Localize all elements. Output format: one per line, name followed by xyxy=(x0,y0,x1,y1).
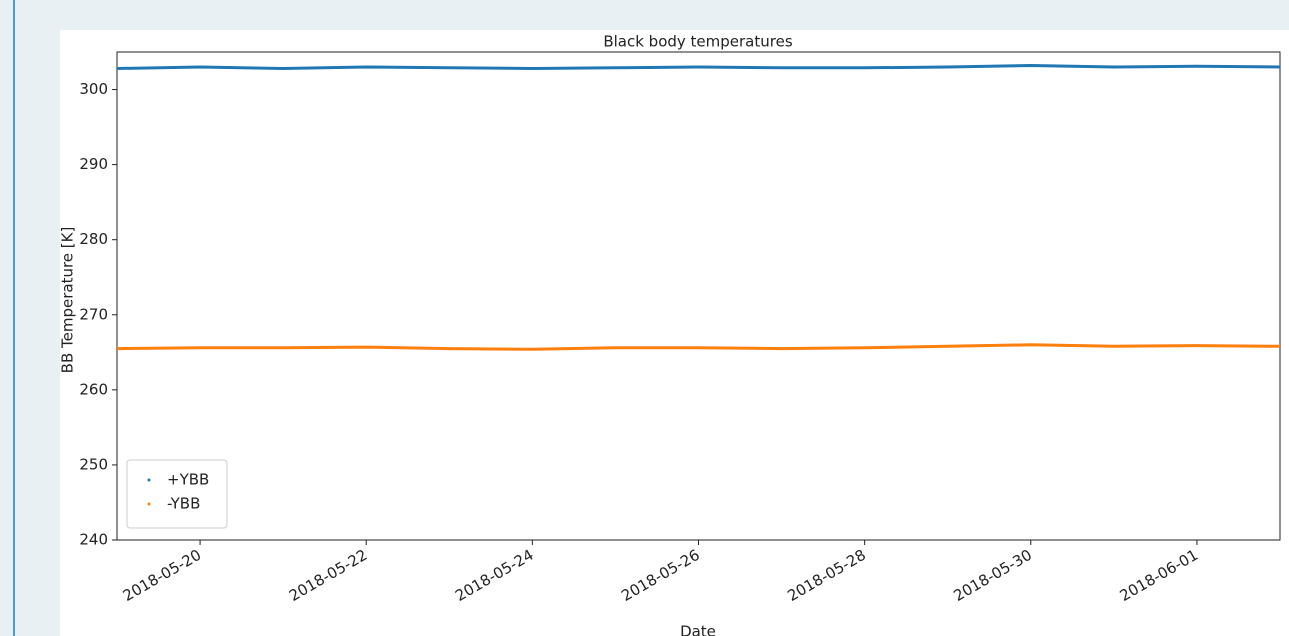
legend-label: +YBB xyxy=(167,471,209,489)
legend-label: -YBB xyxy=(167,495,200,513)
legend-frame xyxy=(126,459,228,529)
y-tick-label: 250 xyxy=(79,455,108,473)
y-tick-label: 280 xyxy=(79,230,108,248)
figure xyxy=(60,30,1289,636)
x-axis-label: Date xyxy=(680,623,716,636)
chart-title: Black body temperatures xyxy=(603,33,793,51)
y-tick-label: 240 xyxy=(79,531,108,549)
legend-marker xyxy=(147,478,151,482)
legend-marker xyxy=(147,502,151,506)
y-tick-label: 270 xyxy=(79,305,108,323)
y-tick-label: 260 xyxy=(79,380,108,398)
y-tick-label: 300 xyxy=(79,80,108,98)
y-tick-label: 290 xyxy=(79,155,108,173)
legend: +YBB -YBB xyxy=(126,459,228,529)
data-line xyxy=(116,343,1281,351)
data-line xyxy=(116,64,1281,70)
y-axis-label: BB Temperature [K] xyxy=(59,227,77,374)
